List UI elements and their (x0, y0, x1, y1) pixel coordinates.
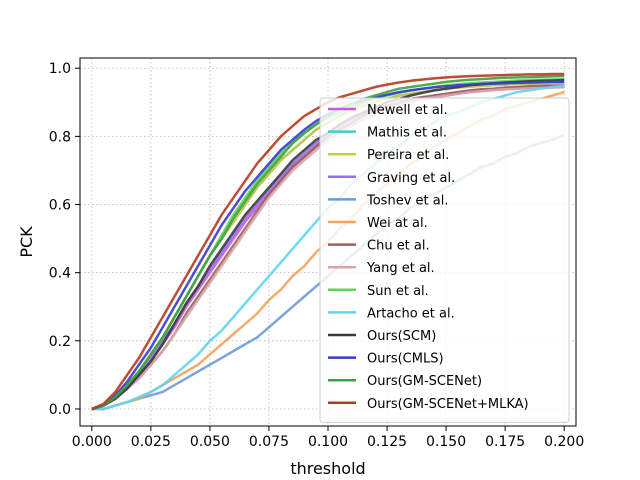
y-tick-label: 0.8 (49, 129, 71, 145)
y-tick-label: 0.2 (49, 334, 71, 350)
legend-entry: Chu et al. (367, 239, 430, 254)
legend-box (319, 97, 570, 423)
legend-entry: Sun et al. (367, 284, 429, 299)
legend-entry: Mathis et al. (367, 126, 447, 141)
x-tick-label: 0.000 (72, 434, 112, 450)
y-axis-label: PCK (17, 226, 36, 258)
x-tick-label: 0.175 (485, 434, 525, 450)
y-tick-label: 0.6 (49, 198, 71, 214)
x-tick-label: 0.050 (190, 434, 230, 450)
x-axis-ticks: 0.000 0.025 0.050 0.075 0.100 0.125 0.150 0.175… (72, 426, 584, 450)
x-tick-label: 0.200 (544, 434, 584, 450)
x-tick-label: 0.075 (249, 434, 289, 450)
legend-entry: Yang et al. (366, 261, 435, 276)
legend-entry: Artacho et al. (367, 306, 455, 321)
legend-entry: Ours(GM-SCENet) (367, 374, 482, 389)
x-axis-label: threshold (290, 459, 365, 478)
x-tick-label: 0.100 (308, 434, 348, 450)
legend-entry: Ours(GM-SCENet+MLKA) (367, 397, 529, 412)
x-tick-label: 0.025 (131, 434, 171, 450)
legend-entry: Ours(SCM) (367, 329, 436, 344)
legend-entry: Pereira et al. (367, 148, 449, 163)
y-axis-ticks: 0.0 0.2 0.4 0.6 0.8 1.0 (49, 61, 80, 418)
legend-entry: Wei at al. (367, 216, 428, 231)
y-tick-label: 0.0 (49, 402, 71, 418)
y-tick-label: 1.0 (49, 61, 71, 77)
legend-entry: Ours(CMLS) (367, 352, 444, 367)
x-tick-label: 0.125 (367, 434, 407, 450)
legend-entry: Newell et al. (367, 103, 448, 118)
x-tick-label: 0.150 (426, 434, 466, 450)
y-tick-label: 0.4 (49, 266, 71, 282)
legend-entry: Toshev et al. (366, 193, 448, 208)
legend: Newell et al. Mathis et al. Pereira et al.… (319, 97, 570, 423)
legend-entry: Graving et al. (367, 171, 455, 186)
